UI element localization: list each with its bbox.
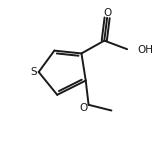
Text: S: S (30, 67, 37, 77)
Text: OH: OH (138, 45, 154, 55)
Text: O: O (104, 8, 112, 18)
Text: O: O (79, 103, 88, 113)
